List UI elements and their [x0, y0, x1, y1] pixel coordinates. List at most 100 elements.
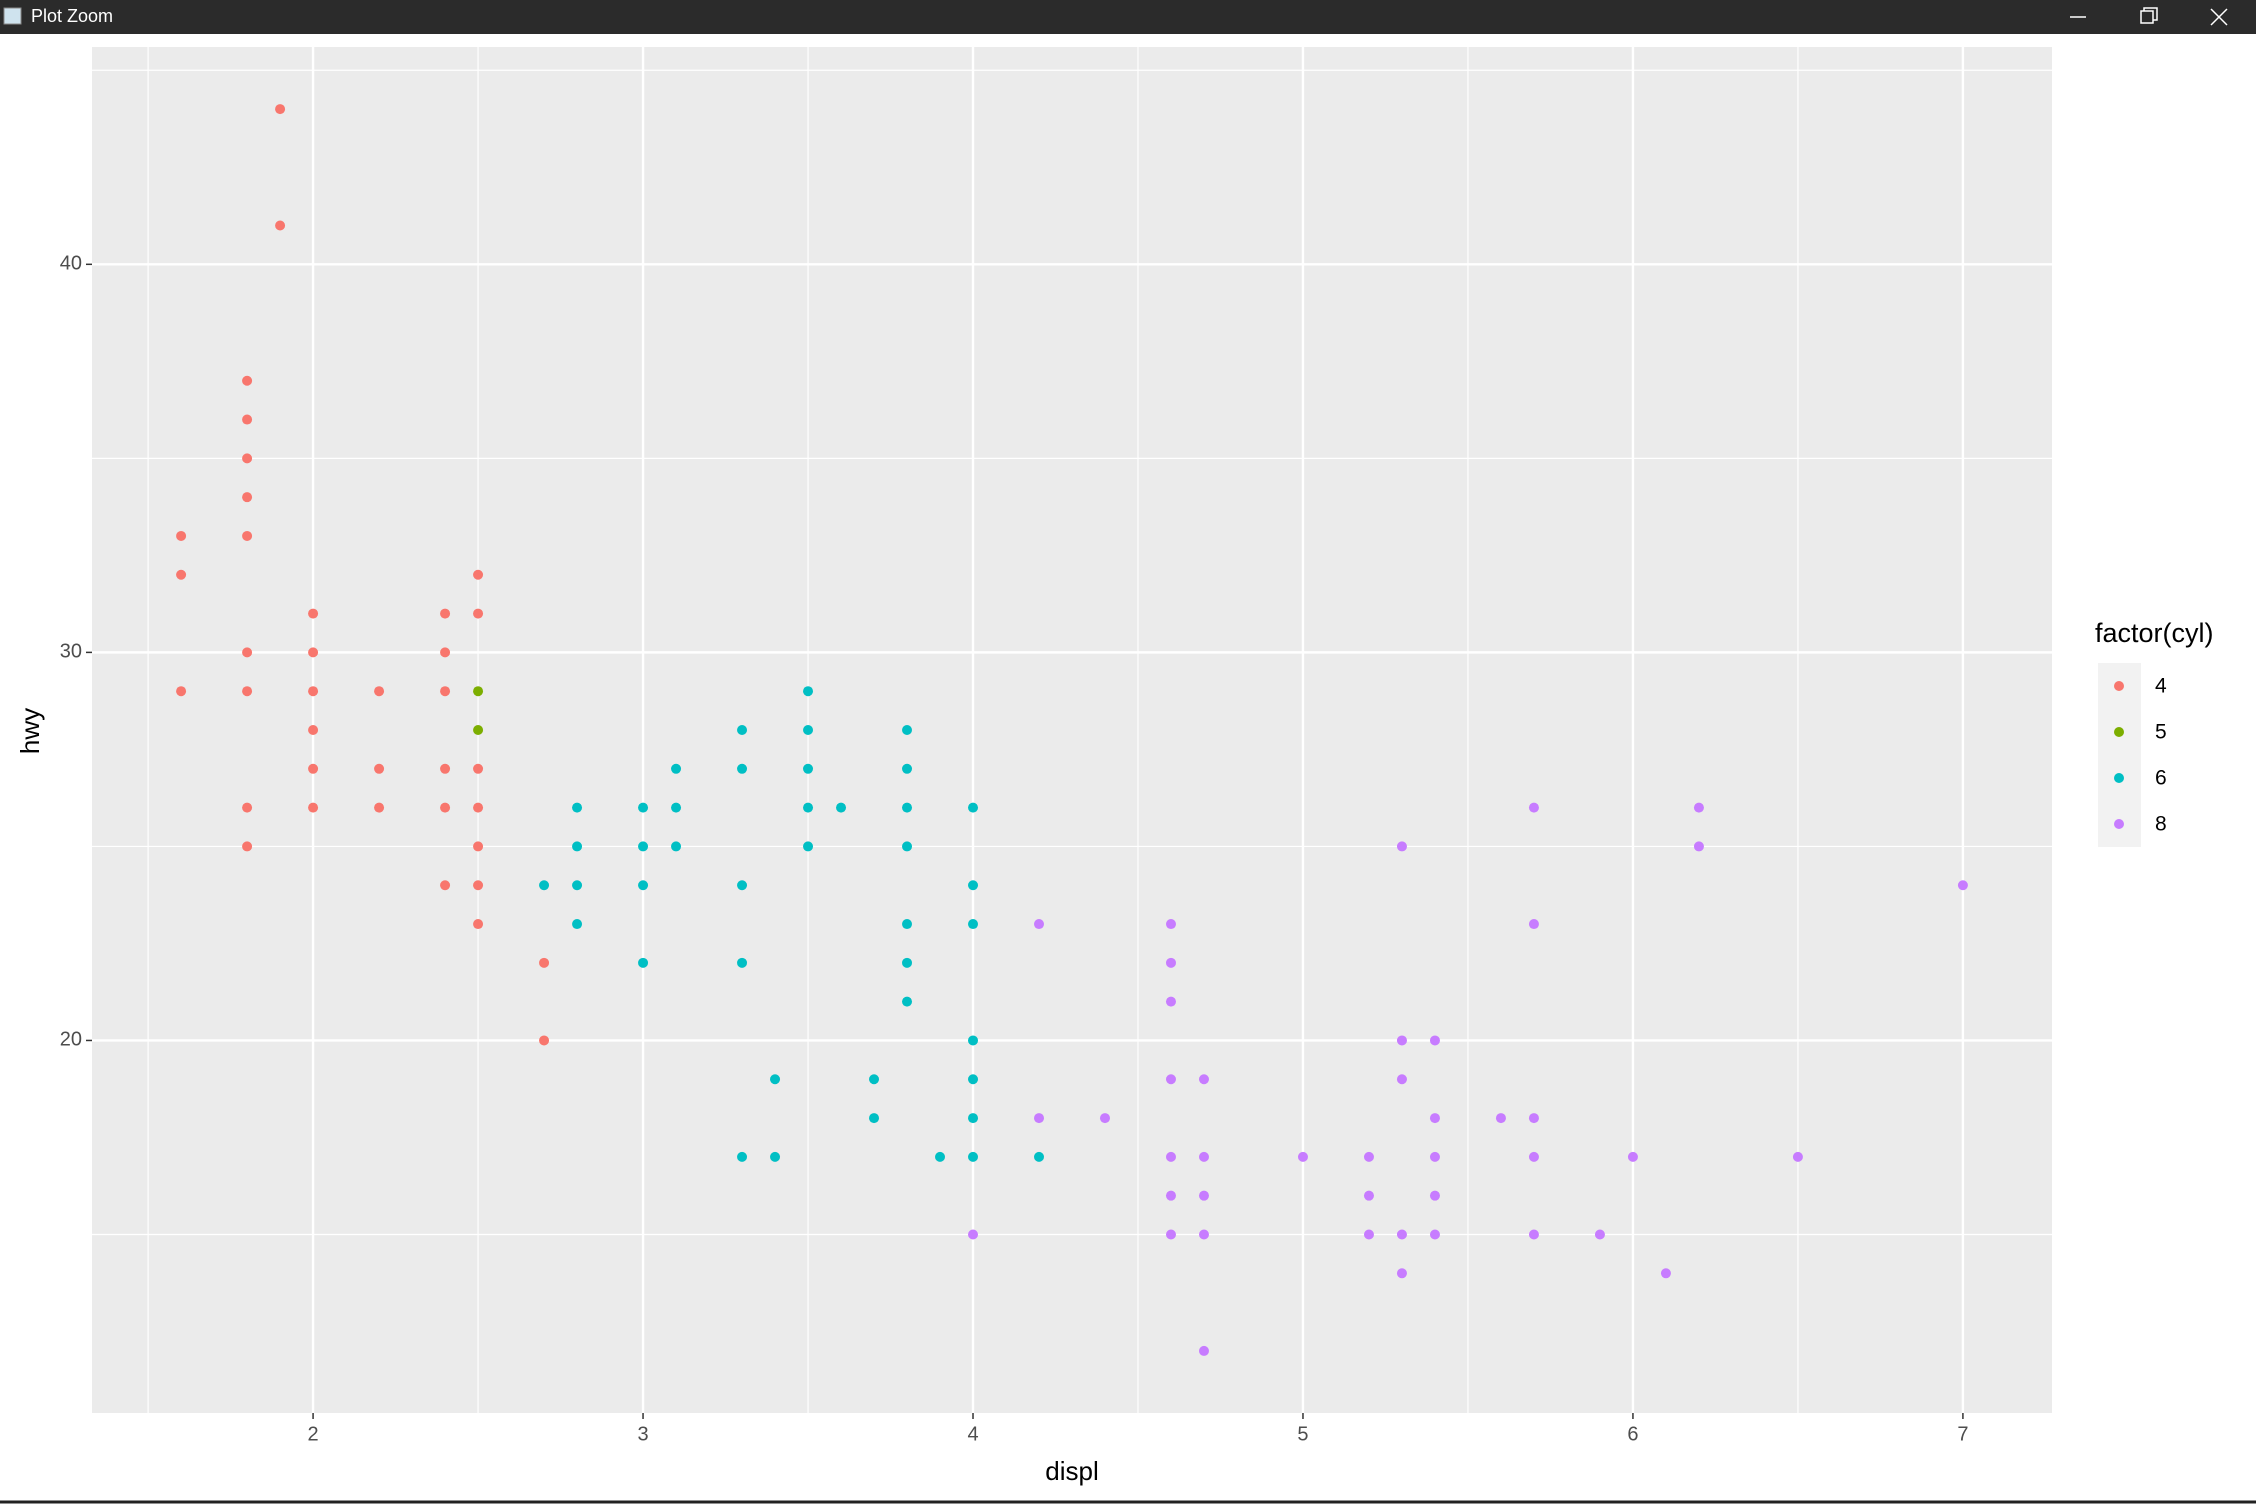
point [1165, 919, 1176, 930]
x-tick-label: 4 [967, 1423, 978, 1445]
point [1396, 1268, 1407, 1279]
x-tick-label: 5 [1297, 1423, 1308, 1445]
legend-swatch [2114, 773, 2124, 783]
legend-label: 4 [2155, 675, 2167, 698]
point [374, 686, 385, 697]
point [1034, 1151, 1045, 1162]
point [1363, 1151, 1374, 1162]
legend: 4 5 6 8 [2098, 663, 2167, 847]
point [539, 957, 550, 968]
point [473, 608, 484, 619]
legend-swatch [2114, 681, 2124, 691]
point [473, 686, 484, 697]
point [440, 802, 451, 813]
point [1198, 1190, 1209, 1201]
point [1363, 1190, 1374, 1201]
point [638, 880, 649, 891]
point [968, 802, 979, 813]
point [572, 919, 583, 930]
point [1528, 1151, 1539, 1162]
point [737, 957, 748, 968]
point [1495, 1113, 1506, 1124]
point [539, 1035, 550, 1046]
point [473, 569, 484, 580]
point [902, 763, 913, 774]
point [1594, 1229, 1605, 1240]
point [968, 1229, 979, 1240]
point [737, 880, 748, 891]
point [770, 1151, 781, 1162]
point [968, 1074, 979, 1085]
point [671, 841, 682, 852]
y-tick-label: 20 [60, 1029, 82, 1051]
x-tick-label: 3 [637, 1423, 648, 1445]
point [1198, 1345, 1209, 1356]
point [1429, 1229, 1440, 1240]
point [440, 880, 451, 891]
point [473, 880, 484, 891]
point [275, 104, 286, 115]
point [275, 220, 286, 231]
point [902, 957, 913, 968]
legend-swatch [2114, 819, 2124, 829]
point [803, 763, 814, 774]
close-button[interactable] [2210, 8, 2228, 26]
point [440, 647, 451, 658]
point [902, 919, 913, 930]
restore-button[interactable] [2140, 7, 2158, 24]
legend-key-background [2098, 663, 2141, 847]
point [737, 725, 748, 735]
point [1792, 1151, 1803, 1162]
point [1165, 996, 1176, 1007]
point [1429, 1035, 1440, 1046]
point [737, 763, 748, 774]
point [1396, 1074, 1407, 1085]
point [242, 841, 253, 852]
point [176, 530, 187, 541]
point [902, 996, 913, 1007]
point [242, 530, 253, 541]
point [1396, 841, 1407, 852]
x-axis-title: displ [1045, 1456, 1098, 1486]
points [176, 104, 1968, 1356]
legend-swatch [2114, 727, 2124, 737]
point [176, 569, 187, 580]
point [968, 919, 979, 930]
point [968, 1035, 979, 1046]
title-bar [0, 0, 2256, 34]
point [1198, 1074, 1209, 1085]
grid [92, 47, 2052, 1413]
x-tick-label: 7 [1957, 1423, 1968, 1445]
point [1627, 1151, 1638, 1162]
point [803, 841, 814, 852]
point [1165, 1151, 1176, 1162]
point [374, 763, 385, 774]
point [1396, 1035, 1407, 1046]
point [935, 1151, 946, 1162]
point [242, 686, 253, 697]
point [902, 841, 913, 852]
point [1429, 1190, 1440, 1201]
point [1165, 1190, 1176, 1201]
point [440, 763, 451, 774]
point [1165, 957, 1176, 968]
panel-background [92, 47, 2052, 1413]
axes: 2 3 4 5 6 7 20 30 40 [60, 253, 1969, 1446]
point [473, 919, 484, 930]
y-axis-title: hwy [15, 708, 45, 754]
point [869, 1074, 880, 1085]
point [242, 492, 253, 503]
point [1396, 1229, 1407, 1240]
point [1429, 1151, 1440, 1162]
y-tick-label: 40 [60, 253, 82, 275]
point [836, 802, 847, 813]
point [1198, 1229, 1209, 1240]
legend-title: factor(cyl) [2095, 618, 2214, 648]
point [242, 647, 253, 658]
point [1660, 1268, 1671, 1279]
point [242, 802, 253, 813]
point [737, 1151, 748, 1162]
point [1363, 1229, 1374, 1240]
